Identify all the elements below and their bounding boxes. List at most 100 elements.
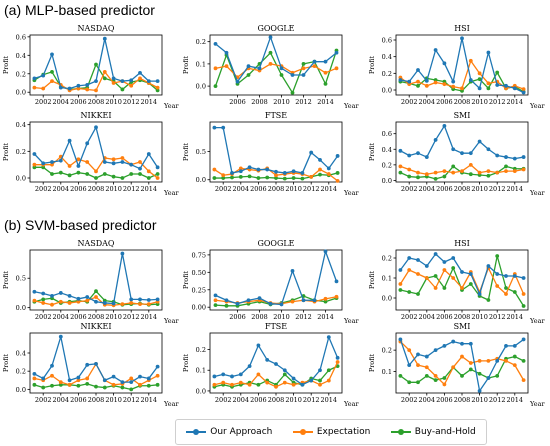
point-our-approach xyxy=(335,355,340,360)
point-our-approach xyxy=(512,343,517,348)
legend-item-buy-and-hold: Buy-and-Hold xyxy=(390,427,476,437)
point-our-approach xyxy=(290,73,295,77)
point-buy-and-hold xyxy=(323,299,328,304)
chart-mlp-based-hsi: HSI 0.0 0.2 0.4 0.6 2002 2004 2006 2008 2010 2012 2… xyxy=(368,24,545,110)
point-our-approach xyxy=(309,378,314,383)
point-expectation xyxy=(224,64,229,69)
point-our-approach xyxy=(486,147,491,152)
point-our-approach xyxy=(138,374,142,379)
point-our-approach xyxy=(129,380,134,384)
point-our-approach xyxy=(67,86,72,91)
point-our-approach xyxy=(398,337,403,342)
x-tick-label: 2010 xyxy=(105,313,122,321)
series-line-our-approach xyxy=(215,250,338,306)
plot-frame xyxy=(209,249,343,311)
point-our-approach xyxy=(460,36,464,41)
point-expectation xyxy=(85,87,90,92)
point-expectation xyxy=(102,70,107,74)
point-our-approach xyxy=(300,382,305,387)
point-expectation xyxy=(424,172,429,177)
y-tick-label: 0.5 xyxy=(196,148,206,156)
x-tick-label: 2002 xyxy=(35,313,52,321)
point-expectation xyxy=(486,169,491,173)
point-buy-and-hold xyxy=(318,378,322,383)
x-tick-label: 2010 xyxy=(285,185,302,193)
point-our-approach xyxy=(512,274,517,278)
point-our-approach xyxy=(477,86,482,91)
point-expectation xyxy=(442,382,447,387)
x-tick-label: 2010 xyxy=(285,396,302,404)
point-buy-and-hold xyxy=(120,176,125,180)
point-expectation xyxy=(416,79,420,84)
x-tick-label: 2002 xyxy=(401,313,418,321)
point-our-approach xyxy=(230,171,234,175)
point-buy-and-hold xyxy=(76,170,81,175)
point-our-approach xyxy=(94,362,98,366)
y-tick-label: 0.2 xyxy=(16,70,26,78)
point-buy-and-hold xyxy=(246,73,251,77)
point-expectation xyxy=(138,302,142,307)
point-expectation xyxy=(50,162,54,167)
x-tick-label: 2012 xyxy=(303,396,320,404)
x-tick-label: 2014 xyxy=(507,313,524,321)
point-expectation xyxy=(407,167,412,172)
point-our-approach xyxy=(424,354,429,359)
point-our-approach xyxy=(235,301,240,306)
x-tick-label: 2014 xyxy=(317,98,334,106)
point-our-approach xyxy=(486,50,491,55)
y-tick-label: 0.2 xyxy=(16,368,26,376)
point-buy-and-hold xyxy=(407,174,412,179)
point-expectation xyxy=(265,380,270,385)
plot-frame xyxy=(209,34,343,96)
point-our-approach xyxy=(495,358,500,363)
y-tick-label: 0.2 xyxy=(16,148,26,156)
point-our-approach xyxy=(282,171,287,175)
x-tick-label: 2004 xyxy=(419,185,436,193)
chart-svm-based-smi: SMI 0.1 0.2 2002 2004 2006 2008 2010 2012 2014 Pro… xyxy=(368,322,545,408)
x-tick-label: 2014 xyxy=(141,313,158,321)
x-tick-label: 2012 xyxy=(489,98,506,106)
point-buy-and-hold xyxy=(256,176,261,180)
point-expectation xyxy=(416,170,420,175)
x-tick-label: 2010 xyxy=(471,396,488,404)
x-tick-label: 2014 xyxy=(321,396,338,404)
point-our-approach xyxy=(94,299,98,304)
point-buy-and-hold xyxy=(433,378,438,383)
point-our-approach xyxy=(67,138,72,143)
x-tick-label: 2012 xyxy=(123,98,140,106)
x-tick-label: 2008 xyxy=(268,185,285,193)
x-tick-label: 2006 xyxy=(436,185,453,193)
x-axis-label: Year xyxy=(163,400,179,408)
point-our-approach xyxy=(335,154,340,158)
point-buy-and-hold xyxy=(282,372,287,377)
point-buy-and-hold xyxy=(468,282,473,286)
point-our-approach xyxy=(41,291,46,296)
y-tick-label: 0.2 xyxy=(382,161,392,169)
point-expectation xyxy=(76,378,81,383)
point-buy-and-hold xyxy=(521,358,526,363)
point-expectation xyxy=(290,299,295,304)
point-expectation xyxy=(521,378,526,383)
point-expectation xyxy=(424,276,429,280)
point-buy-and-hold xyxy=(279,73,284,77)
point-our-approach xyxy=(334,279,339,284)
point-expectation xyxy=(213,66,218,71)
chart-title: NASDAQ xyxy=(77,24,114,33)
y-tick-label: 0.0 xyxy=(382,87,392,95)
chart-svm-based-nasdaq: NASDAQ 0.0 0.5 2002 2004 2006 2008 2010 2012 2014… xyxy=(2,239,179,325)
point-expectation xyxy=(138,160,142,164)
point-buy-and-hold xyxy=(460,373,464,378)
point-our-approach xyxy=(407,79,412,84)
point-expectation xyxy=(398,282,403,286)
y-tick-label: 0.4 xyxy=(382,53,392,61)
chart-title: NIKKEI xyxy=(80,111,111,120)
x-tick-label: 2004 xyxy=(233,185,250,193)
point-expectation xyxy=(398,164,403,169)
x-tick-label: 2004 xyxy=(53,313,70,321)
point-our-approach xyxy=(111,76,116,81)
point-buy-and-hold xyxy=(85,382,90,386)
y-tick-label: 0.4 xyxy=(16,121,26,129)
point-our-approach xyxy=(155,364,160,369)
y-axis-label: Profit xyxy=(368,270,376,289)
point-buy-and-hold xyxy=(102,385,107,390)
